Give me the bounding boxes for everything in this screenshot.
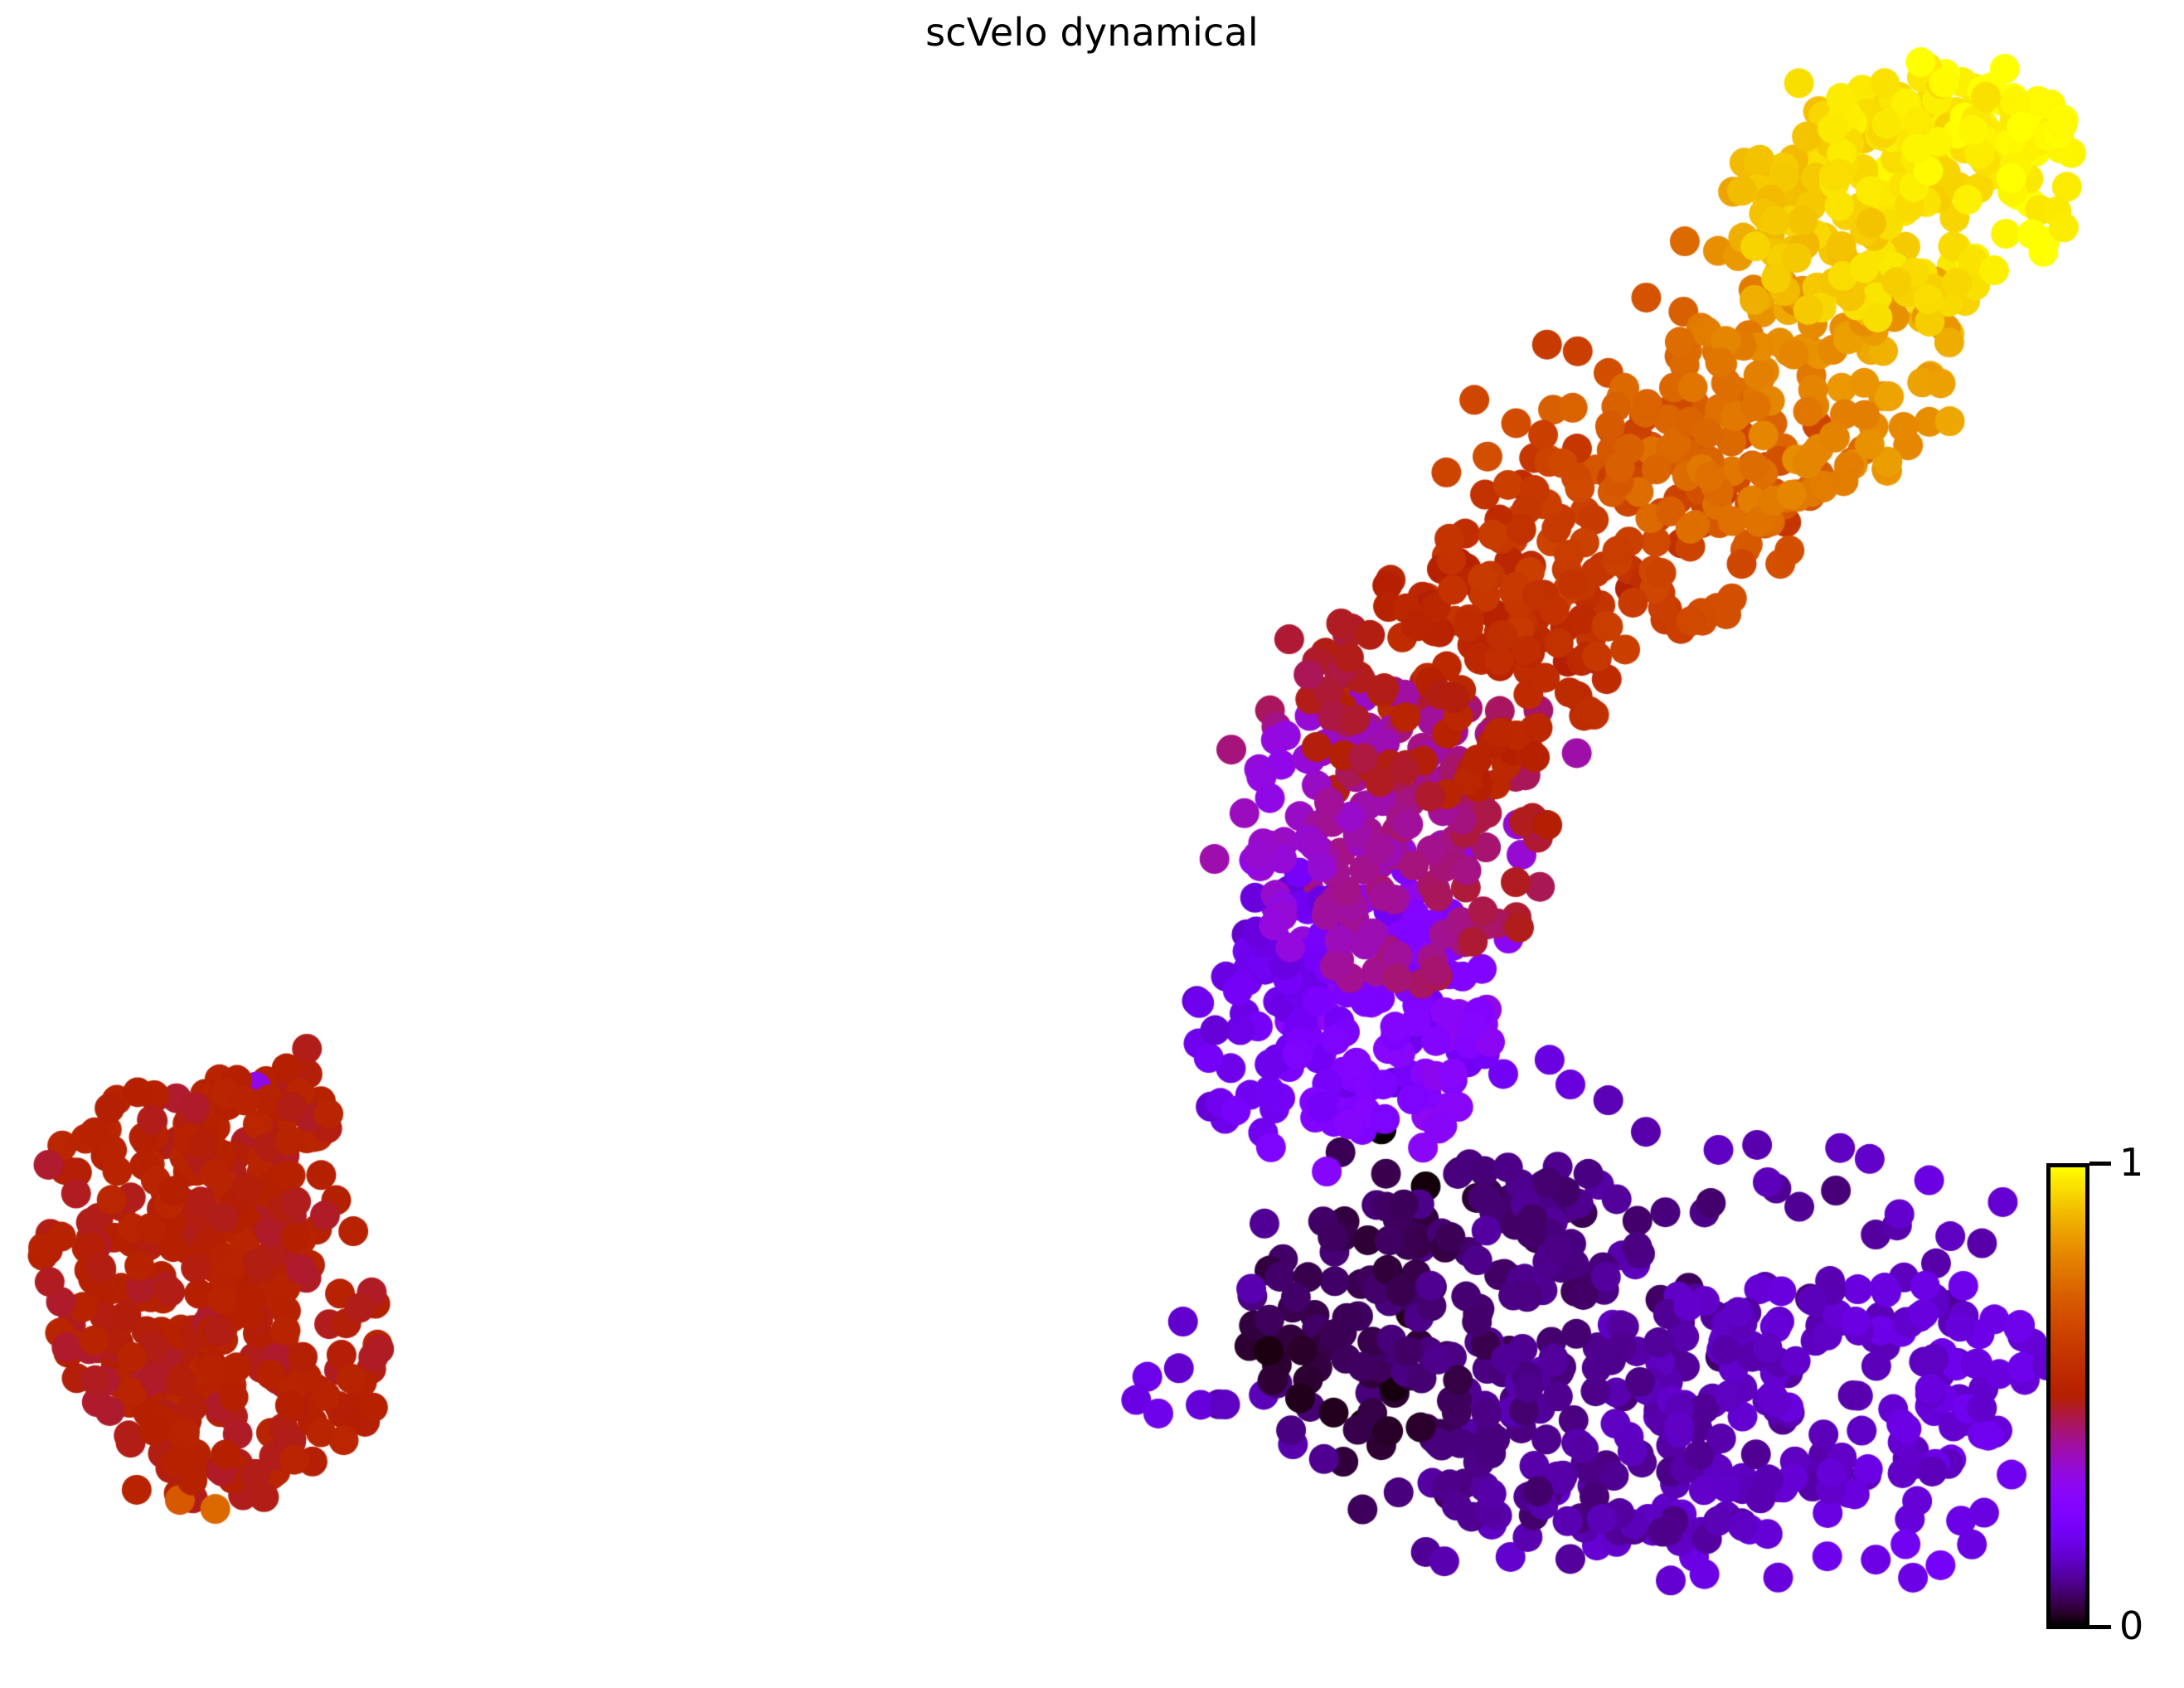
- colorbar-tick-max: [2089, 1162, 2111, 1166]
- colorbar-label-max: 1: [2119, 1140, 2144, 1185]
- colorbar-label-min: 0: [2119, 1603, 2144, 1648]
- colorbar-tick-min: [2089, 1625, 2111, 1629]
- latent-time-colorbar[interactable]: [2046, 1163, 2089, 1629]
- colorbar-gradient: [2051, 1167, 2085, 1625]
